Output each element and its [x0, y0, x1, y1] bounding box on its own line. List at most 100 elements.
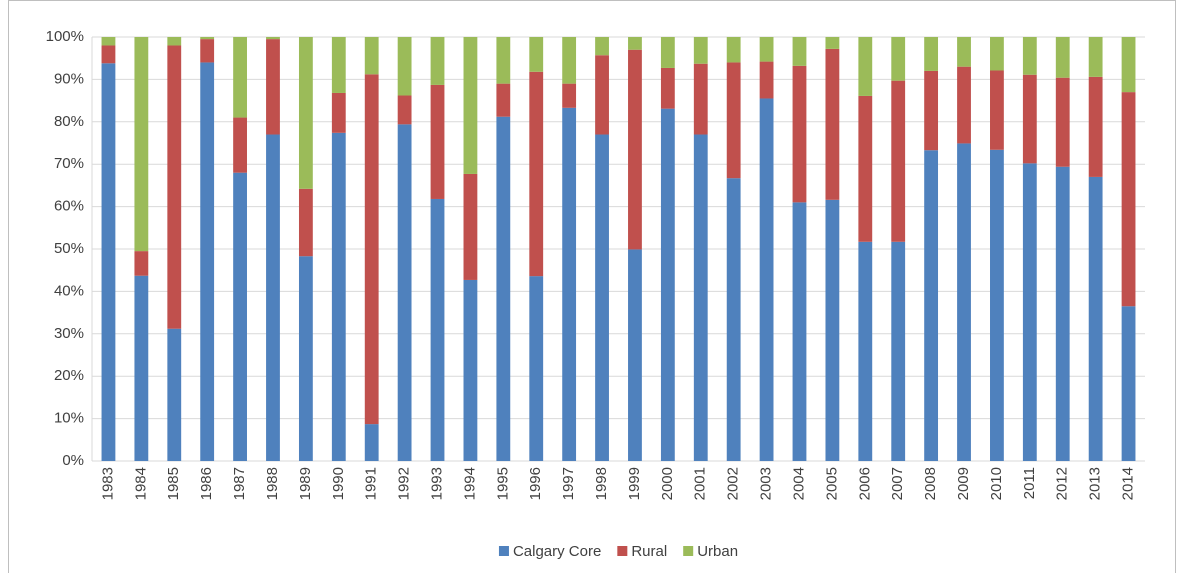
- bar-segment: [496, 116, 511, 461]
- bar-segment: [957, 66, 971, 144]
- bar-segment: [792, 202, 807, 462]
- bar-segment: [397, 37, 412, 96]
- bar-segment: [759, 37, 774, 62]
- bar-segment: [990, 149, 1004, 461]
- x-tick-label: 1998: [593, 467, 610, 500]
- x-tick-label: 2007: [889, 467, 906, 500]
- bar-segment: [266, 39, 280, 135]
- bar-segment: [331, 37, 346, 93]
- bar-segment: [1088, 76, 1103, 177]
- bar-segment: [858, 95, 873, 242]
- bar-segment: [134, 275, 149, 461]
- legend-swatch: [498, 546, 509, 556]
- bar-segment: [1121, 37, 1136, 93]
- bar-segment: [924, 37, 939, 71]
- bar-segment: [397, 124, 412, 462]
- bar-segment: [759, 61, 774, 99]
- bar-segment: [134, 37, 149, 252]
- bar-segment: [529, 276, 544, 461]
- x-tick-label: 2014: [1120, 467, 1137, 500]
- legend-label: Calgary Core: [513, 543, 601, 560]
- bar-segment: [529, 71, 544, 277]
- bar-segment: [693, 63, 708, 135]
- x-tick-label: 1984: [132, 467, 149, 500]
- bar-segment: [660, 37, 675, 68]
- y-tick-label: 30%: [54, 325, 84, 342]
- y-tick-label: 10%: [54, 410, 84, 427]
- y-tick-label: 50%: [54, 240, 84, 257]
- bar-segment: [298, 37, 313, 189]
- bar-segment: [233, 37, 247, 118]
- bar-segment: [660, 108, 675, 461]
- bar-segment: [430, 198, 445, 461]
- bar-segment: [891, 80, 906, 242]
- bar-segment: [364, 74, 379, 425]
- bar-segment: [924, 150, 939, 461]
- bar-segment: [463, 37, 478, 174]
- x-tick-label: 2001: [692, 467, 709, 500]
- bar-segment: [496, 83, 511, 117]
- bar-segment: [200, 62, 215, 461]
- bar-segment: [1088, 37, 1103, 77]
- bar-segment: [1022, 163, 1037, 462]
- bar-segment: [430, 37, 445, 85]
- bar-segment: [792, 37, 807, 66]
- bar-segment: [562, 83, 577, 108]
- bar-segment: [463, 279, 478, 461]
- bar-segment: [726, 62, 741, 179]
- bar-segment: [924, 70, 939, 151]
- bar-segment: [364, 424, 379, 461]
- legend-swatch: [617, 546, 628, 556]
- bar-segment: [266, 37, 280, 40]
- x-tick-label: 2005: [823, 467, 840, 500]
- bar-segment: [825, 37, 840, 49]
- x-tick-label: 2013: [1087, 467, 1104, 500]
- x-tick-label: 2006: [856, 467, 873, 500]
- bar-segment: [792, 65, 807, 203]
- x-tick-label: 2008: [922, 467, 939, 500]
- bar-segment: [726, 37, 741, 63]
- bar-segment: [858, 37, 873, 96]
- x-tick-label: 1993: [428, 467, 445, 500]
- bar-segment: [233, 172, 247, 461]
- bar-segment: [1055, 166, 1070, 461]
- bar-segment: [233, 117, 247, 173]
- bar-segment: [200, 37, 215, 40]
- y-tick-label: 60%: [54, 198, 84, 215]
- x-tick-label: 1994: [461, 467, 478, 500]
- bar-segment: [759, 98, 774, 461]
- bar-segment: [825, 199, 840, 462]
- x-tick-label: 2012: [1054, 467, 1071, 500]
- x-tick-label: 2011: [1021, 467, 1038, 499]
- bar-segment: [1088, 176, 1103, 462]
- bar-segment: [101, 37, 116, 46]
- x-tick-label: 2004: [790, 467, 807, 500]
- bar-segment: [891, 241, 906, 461]
- y-tick-label: 80%: [54, 113, 84, 130]
- bar-segment: [562, 107, 577, 462]
- x-tick-label: 1989: [297, 467, 314, 500]
- bar-segment: [167, 328, 182, 461]
- bar-segment: [397, 95, 412, 125]
- bar-segment: [101, 45, 116, 64]
- x-tick-label: 1992: [396, 467, 413, 500]
- y-tick-label: 100%: [46, 28, 84, 45]
- bar-segment: [858, 241, 873, 461]
- bar-segment: [562, 37, 577, 84]
- bar-segment: [1022, 74, 1037, 164]
- chart-border: [8, 0, 1176, 573]
- x-tick-label: 1985: [165, 467, 182, 500]
- bar-segment: [167, 45, 182, 329]
- bar-segment: [595, 55, 609, 135]
- bar-segment: [595, 134, 609, 461]
- bar-segment: [595, 37, 609, 56]
- bar-segment: [628, 37, 642, 50]
- y-tick-label: 70%: [54, 155, 84, 172]
- x-tick-label: 1990: [330, 467, 347, 500]
- x-tick-label: 1983: [99, 467, 116, 500]
- bar-segment: [1022, 37, 1037, 75]
- x-tick-label: 1995: [494, 467, 511, 500]
- bar-segment: [364, 37, 379, 75]
- bar-segment: [1055, 77, 1070, 167]
- y-tick-label: 90%: [54, 70, 84, 87]
